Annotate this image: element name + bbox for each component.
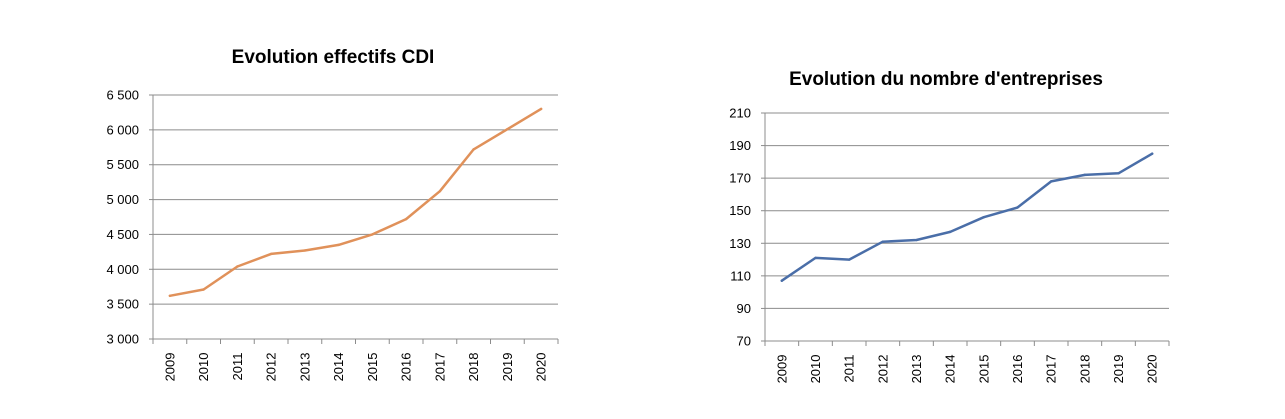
x-tick-label: 2016 <box>1010 355 1025 384</box>
x-tick-label: 2013 <box>909 355 924 384</box>
x-tick-label: 2011 <box>842 355 857 383</box>
chart-title: Evolution effectifs CDI <box>232 47 435 68</box>
x-tick-label: 2010 <box>808 355 823 384</box>
y-tick-label: 5 000 <box>106 192 139 207</box>
data-point <box>1049 180 1053 183</box>
y-tick-label: 6 000 <box>106 122 139 137</box>
chart-title: Evolution du nombre d'entreprises <box>789 69 1103 90</box>
x-tick-label: 2015 <box>976 355 991 384</box>
x-tick-label: 2019 <box>500 353 515 382</box>
data-point <box>881 240 885 243</box>
data-point <box>506 127 509 131</box>
x-tick-label: 2020 <box>534 353 549 382</box>
y-tick-label: 190 <box>729 138 751 153</box>
x-tick-label: 2009 <box>774 355 789 384</box>
x-tick-label: 2018 <box>466 353 481 382</box>
chart-cdi-workforce: Evolution effectifs CDI 3 000 3 500 4 000 4… <box>106 47 559 382</box>
x-tick-label: 2015 <box>365 353 380 382</box>
data-point <box>472 148 475 151</box>
x-tick-label: 2018 <box>1077 355 1092 384</box>
series-line <box>168 107 543 298</box>
y-tick-label: 70 <box>737 334 751 349</box>
y-tick-label: 3 000 <box>106 332 139 347</box>
y-tick-label: 170 <box>729 171 751 186</box>
x-tick-label: 2012 <box>875 355 890 384</box>
y-tick-label: 90 <box>737 301 751 316</box>
x-tick-label: 2012 <box>264 353 279 382</box>
data-point <box>982 216 986 219</box>
y-tick-label: 110 <box>730 268 751 283</box>
y-tick-label: 3 500 <box>106 297 139 312</box>
data-point <box>168 294 172 297</box>
data-point <box>915 238 918 242</box>
x-tick-label: 2020 <box>1145 355 1160 384</box>
data-point <box>539 107 543 111</box>
x-tick-label: 2014 <box>331 353 346 382</box>
x-tick-label: 2014 <box>943 355 958 384</box>
y-tick-label: 210 <box>729 106 751 121</box>
x-tick-label: 2009 <box>162 353 177 382</box>
x-tick-label: 2017 <box>432 353 447 382</box>
data-point <box>1150 152 1154 155</box>
y-tick-label: 4 000 <box>106 262 139 277</box>
x-tick-label: 2016 <box>399 353 414 382</box>
y-tick-label: 6 500 <box>106 88 139 103</box>
x-tick-label: 2013 <box>297 353 312 382</box>
data-point <box>236 265 239 268</box>
x-tick-label: 2010 <box>196 353 211 382</box>
data-point <box>269 252 273 256</box>
data-point <box>780 279 784 282</box>
data-point <box>847 258 851 261</box>
y-tick-label: 4 500 <box>106 227 139 242</box>
data-point <box>1083 173 1087 177</box>
data-point <box>1117 172 1120 175</box>
y-tick-label: 5 500 <box>106 157 139 172</box>
data-point <box>303 249 307 252</box>
data-point <box>202 288 205 291</box>
data-point <box>371 233 374 236</box>
data-point <box>1016 206 1019 209</box>
x-tick-label: 2017 <box>1044 355 1059 384</box>
data-point <box>438 190 442 193</box>
data-point <box>948 230 952 234</box>
y-tick-label: 130 <box>729 236 751 251</box>
x-tick-label: 2019 <box>1111 355 1126 384</box>
y-tick-label: 150 <box>729 203 751 218</box>
x-tick-label: 2011 <box>230 353 245 381</box>
data-point <box>337 243 340 247</box>
chart-company-count: Evolution du nombre d'entreprises 70 90 11… <box>729 69 1170 384</box>
data-point <box>404 217 408 221</box>
series-line <box>780 152 1154 282</box>
data-point <box>814 256 817 260</box>
